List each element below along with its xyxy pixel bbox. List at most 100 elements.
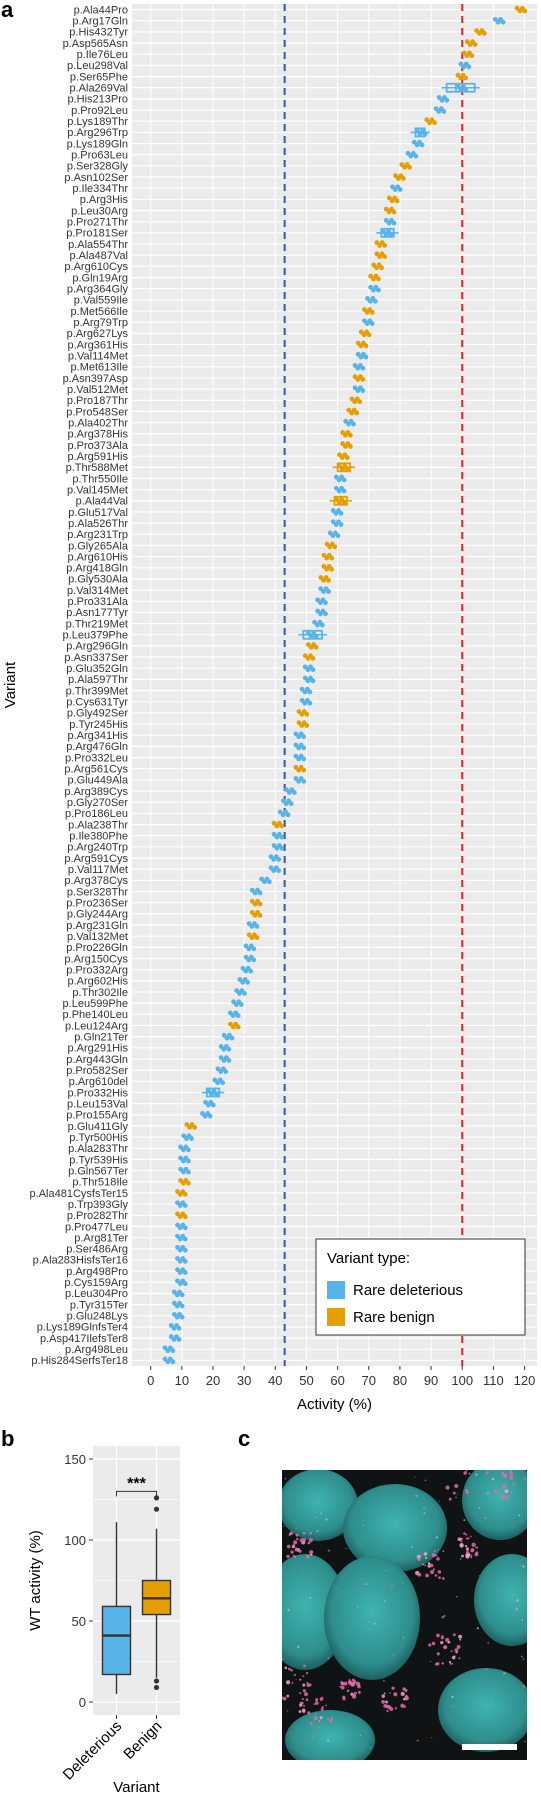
- variant-point: [413, 153, 419, 159]
- punctum: [478, 1443, 481, 1446]
- punctum: [310, 1553, 313, 1556]
- background-speck: [286, 1710, 289, 1712]
- variant-point: [323, 611, 328, 617]
- variant-point: [444, 97, 450, 103]
- punctum: [303, 1532, 306, 1535]
- variant-point: [285, 812, 291, 818]
- variant-point: [226, 1046, 232, 1052]
- punctum: [319, 1716, 323, 1720]
- variant-label: p.Lys189GlnfsTer4: [37, 1322, 128, 1334]
- variant-point: [301, 734, 307, 740]
- punctum: [510, 1462, 513, 1465]
- punctum: [386, 1709, 389, 1713]
- punctum: [301, 1698, 304, 1701]
- punctum: [465, 1553, 469, 1557]
- legend-label: Rare deleterious: [353, 1282, 463, 1299]
- punctum: [437, 1570, 442, 1574]
- variant-label: p.Arg418Gln: [66, 563, 128, 575]
- y-tick-label: 150: [64, 1452, 86, 1467]
- variant-label: p.Arg389Cys: [64, 786, 128, 798]
- variant-point: [310, 656, 316, 661]
- punctum: [404, 1696, 409, 1701]
- variant-point: [307, 689, 313, 695]
- variant-label: p.Ala526Thr: [68, 518, 128, 530]
- variant-label: p.Leu298Val: [67, 60, 128, 72]
- variant-point: [182, 1258, 188, 1264]
- punctum: [496, 1458, 499, 1461]
- punctum: [465, 1490, 469, 1494]
- punctum: [282, 1658, 284, 1661]
- background-speck: [320, 1512, 322, 1515]
- legend-label: Rare benign: [353, 1309, 435, 1326]
- variant-point: [235, 1013, 241, 1019]
- punctum: [493, 1489, 498, 1494]
- background-speck: [297, 1645, 300, 1648]
- variant-point: [397, 187, 403, 193]
- variant-point: [329, 566, 335, 572]
- punctum: [447, 1640, 451, 1644]
- background-speck: [429, 1660, 432, 1663]
- punctum: [394, 1707, 398, 1710]
- x-tick-label: 10: [175, 1373, 189, 1388]
- variant-label: p.Pro92Leu: [71, 105, 128, 117]
- variant-label: p.Arg79Trp: [73, 317, 128, 329]
- punctum: [457, 1537, 462, 1541]
- legend-box: [315, 1238, 526, 1336]
- punctum: [290, 1550, 294, 1554]
- punctum: [463, 1471, 467, 1475]
- punctum: [504, 1489, 509, 1494]
- variant-point: [288, 801, 294, 807]
- background-speck: [325, 1518, 328, 1521]
- variant-label: p.Ala44Val: [76, 496, 128, 508]
- variant-point: [400, 176, 406, 181]
- punctum: [318, 1727, 320, 1729]
- variant-label: p.His432Tyr: [69, 27, 128, 39]
- punctum: [309, 1721, 313, 1725]
- variant-label: p.Pro582Ser: [66, 1065, 128, 1077]
- background-speck: [384, 1600, 386, 1602]
- background-speck: [301, 1702, 304, 1704]
- punctum: [509, 1471, 513, 1476]
- punctum: [400, 1691, 405, 1696]
- x-tick-label: 0: [147, 1373, 154, 1388]
- variant-label: p.His213Pro: [67, 94, 128, 106]
- x-tick-label: 90: [424, 1373, 438, 1388]
- punctum: [301, 1708, 306, 1713]
- punctum: [291, 1544, 296, 1549]
- variant-point: [276, 868, 282, 874]
- variant-label: p.Leu304Pro: [65, 1288, 128, 1300]
- variant-label: p.Ala554Thr: [68, 239, 128, 251]
- punctum: [484, 1462, 488, 1466]
- x-tick-label: 40: [268, 1373, 282, 1388]
- variant-point: [463, 75, 469, 81]
- background-speck: [516, 1599, 519, 1602]
- background-speck: [426, 1508, 429, 1510]
- variant-point: [301, 778, 307, 784]
- background-speck: [311, 1736, 314, 1739]
- variant-label: p.Thr399Met: [66, 685, 128, 697]
- background-speck: [519, 1717, 521, 1719]
- punctum: [314, 1701, 319, 1705]
- punctum: [501, 1471, 505, 1475]
- variant-point: [379, 265, 384, 271]
- punctum: [491, 1459, 493, 1461]
- punctum: [343, 1681, 348, 1686]
- background-speck: [309, 1596, 312, 1599]
- punctum: [452, 1633, 456, 1637]
- plot-background: [132, 4, 537, 1366]
- x-tick-label: 100: [451, 1373, 473, 1388]
- variant-label: p.Leu599Phe: [63, 998, 128, 1010]
- variant-label: p.Leu30Arg: [71, 205, 128, 217]
- background-speck: [401, 1581, 404, 1584]
- variant-point: [307, 700, 313, 706]
- punctum: [431, 1553, 436, 1558]
- punctum: [434, 1574, 438, 1577]
- punctum: [440, 1641, 444, 1645]
- background-speck: [451, 1695, 454, 1698]
- background-speck: [441, 1616, 444, 1619]
- punctum: [448, 1497, 452, 1501]
- variant-point: [500, 19, 506, 25]
- punctum: [340, 1681, 345, 1686]
- panel-letter-a: a: [1, 0, 14, 22]
